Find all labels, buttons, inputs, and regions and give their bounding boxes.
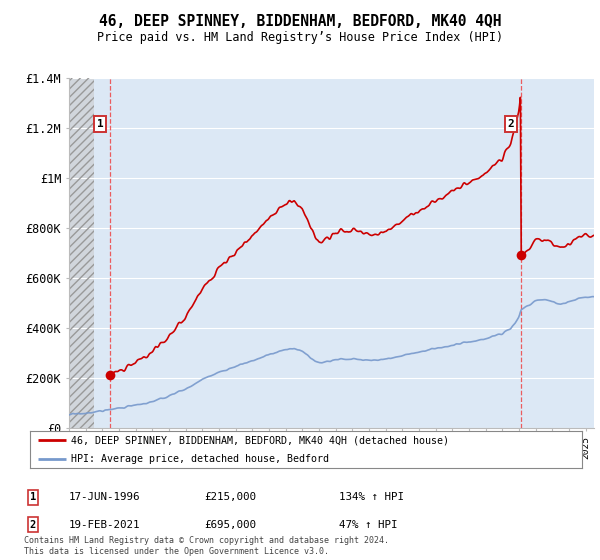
Bar [69, 78, 94, 428]
Text: 47% ↑ HPI: 47% ↑ HPI [339, 520, 397, 530]
Text: 2: 2 [508, 119, 514, 129]
Text: 46, DEEP SPINNEY, BIDDENHAM, BEDFORD, MK40 4QH (detached house): 46, DEEP SPINNEY, BIDDENHAM, BEDFORD, MK… [71, 435, 449, 445]
Text: Contains HM Land Registry data © Crown copyright and database right 2024.
This d: Contains HM Land Registry data © Crown c… [24, 536, 389, 556]
Bar [69, 78, 94, 428]
Text: 2: 2 [30, 520, 36, 530]
Text: 46, DEEP SPINNEY, BIDDENHAM, BEDFORD, MK40 4QH: 46, DEEP SPINNEY, BIDDENHAM, BEDFORD, MK… [99, 14, 501, 29]
Text: 19-FEB-2021: 19-FEB-2021 [69, 520, 140, 530]
Text: HPI: Average price, detached house, Bedford: HPI: Average price, detached house, Bedf… [71, 454, 329, 464]
Text: £695,000: £695,000 [204, 520, 256, 530]
Text: 134% ↑ HPI: 134% ↑ HPI [339, 492, 404, 502]
Text: Price paid vs. HM Land Registry’s House Price Index (HPI): Price paid vs. HM Land Registry’s House … [97, 31, 503, 44]
Text: £215,000: £215,000 [204, 492, 256, 502]
Text: 1: 1 [97, 119, 103, 129]
Text: 1: 1 [30, 492, 36, 502]
Text: 17-JUN-1996: 17-JUN-1996 [69, 492, 140, 502]
